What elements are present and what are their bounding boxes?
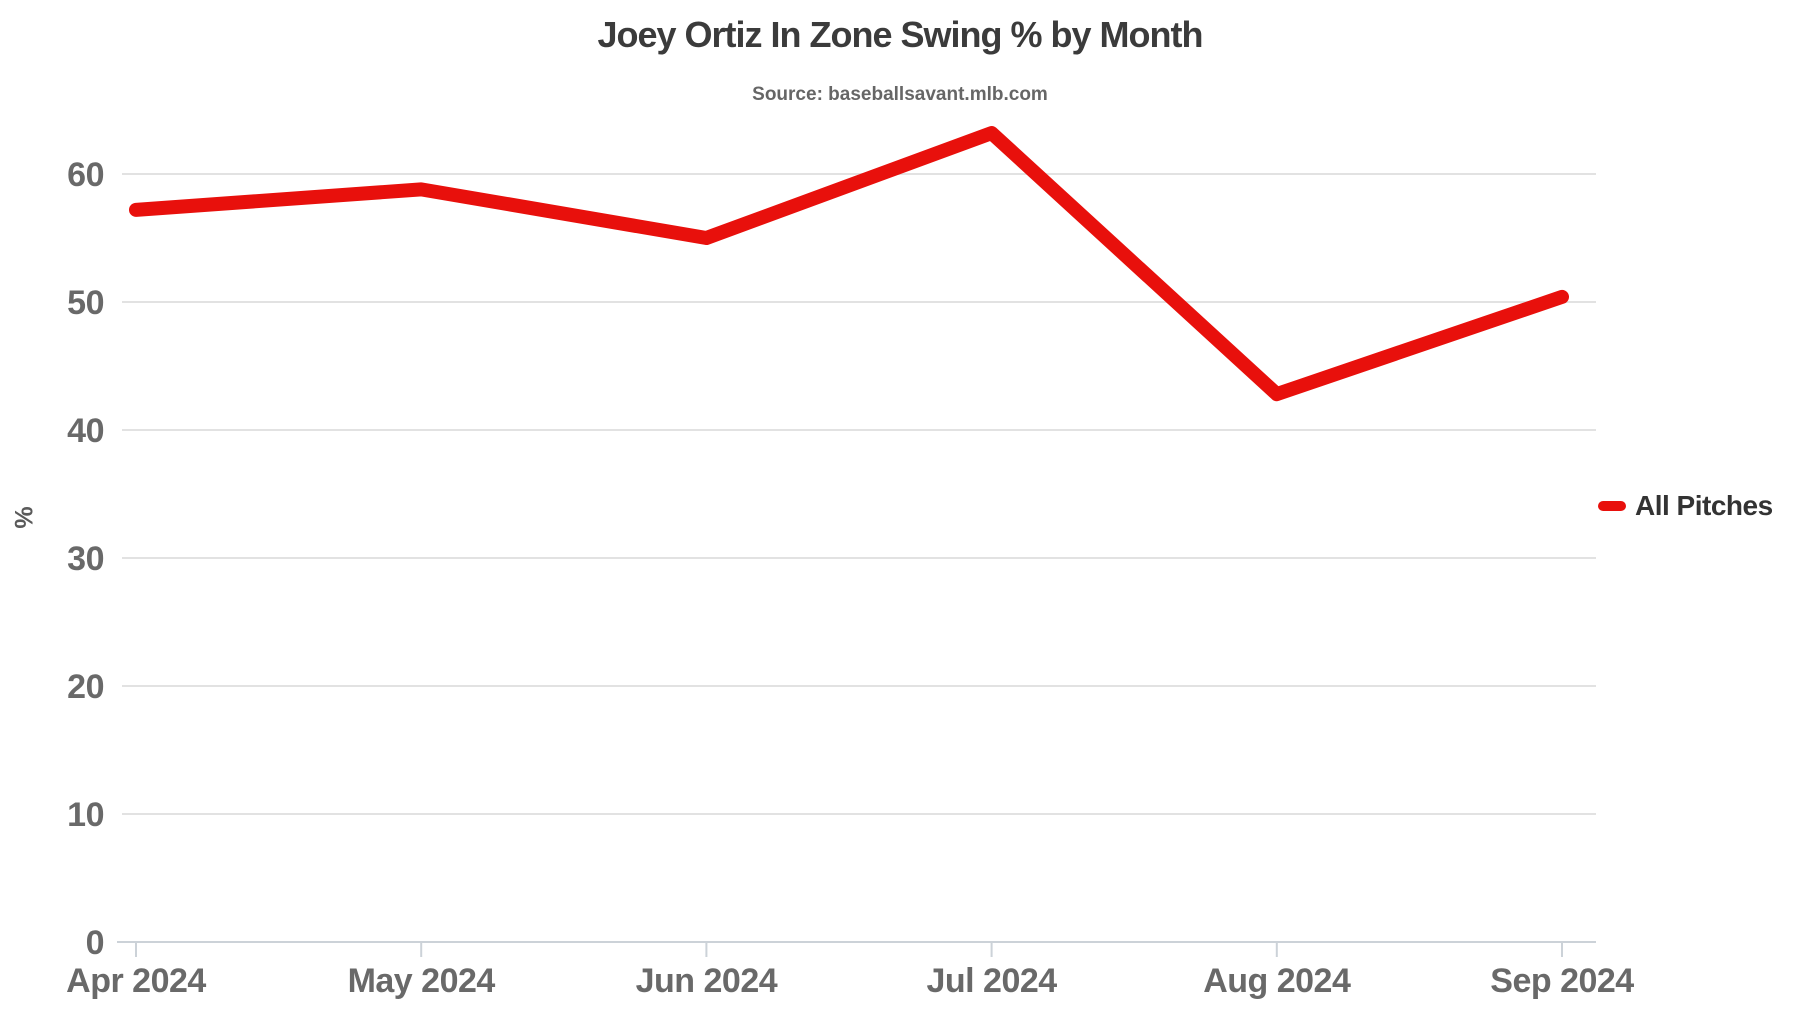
x-tick-label-sep-2024: Sep 2024	[1490, 962, 1634, 1000]
y-tick-label-10: 10	[67, 796, 104, 834]
x-tick-label-jun-2024: Jun 2024	[636, 962, 778, 1000]
chart-subtitle: Source: baseballsavant.mlb.com	[752, 84, 1048, 105]
chart-title: Joey Ortiz In Zone Swing % by Month	[597, 14, 1203, 55]
y-tick-label-30: 30	[67, 540, 104, 578]
x-tick-label-aug-2024: Aug 2024	[1203, 962, 1351, 1000]
y-tick-label-50: 50	[67, 284, 104, 322]
y-tick-label-40: 40	[67, 412, 104, 450]
x-tick-label-apr-2024: Apr 2024	[66, 962, 206, 1000]
x-tick-label-jul-2024: Jul 2024	[926, 962, 1057, 1000]
legend-line-swatch	[1598, 501, 1626, 511]
y-tick-label-60: 60	[67, 156, 104, 194]
y-tick-label-20: 20	[67, 668, 104, 706]
series-line-all-pitches	[129, 126, 1569, 402]
y-tick-label-0: 0	[86, 924, 104, 962]
legend-item-all-pitches[interactable]: All Pitches	[1598, 490, 1773, 522]
legend-label: All Pitches	[1635, 490, 1773, 521]
x-tick-label-may-2024: May 2024	[348, 962, 496, 1000]
y-axis-title: %	[10, 506, 39, 529]
